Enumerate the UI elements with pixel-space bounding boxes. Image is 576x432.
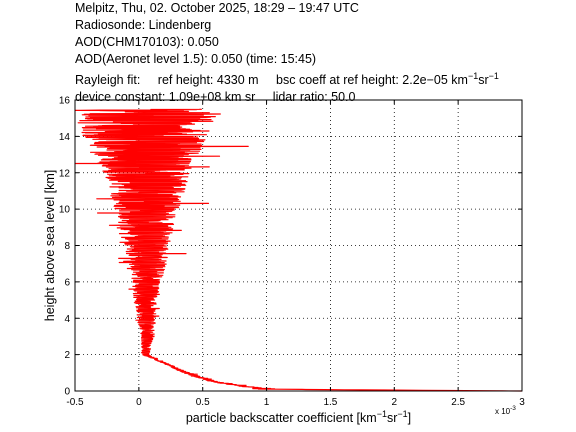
bsc-unit-sr: sr (478, 73, 489, 88)
x-tick-label: -0.5 (66, 397, 84, 408)
series-layer (74, 108, 523, 392)
x-axis-label: particle backscatter coefficient [km−1sr… (186, 409, 411, 425)
bsc-exp2: −1 (488, 71, 499, 81)
x-tick-label: 0 (136, 397, 142, 408)
header-aod-chm: AOD(CHM170103): 0.050 (75, 35, 219, 49)
y-tick-label: 6 (64, 277, 70, 288)
y-tick-label: 14 (59, 132, 71, 143)
y-tick-label: 4 (64, 314, 70, 325)
y-tick-label: 8 (64, 241, 70, 252)
x-tick-label: 1 (264, 397, 270, 408)
x-axis-label-exp1: −1 (377, 409, 387, 419)
y-tick-label: 16 (59, 96, 71, 107)
x-axis-label-exp2: −1 (397, 409, 407, 419)
y-tick-label: 12 (59, 168, 71, 179)
x-axis-multiplier-exp: -3 (510, 405, 516, 412)
lidar-ratio-text: lidar ratio: 50.0 (272, 90, 356, 105)
y-axis-ticks: 0 2 4 6 8 10 12 14 16 (59, 96, 522, 398)
header-radiosonde: Radiosonde: Lindenberg (75, 18, 212, 32)
x-tick-label: 0.5 (196, 397, 210, 408)
header-rayleigh-line: Rayleigh fit: ref height: 4330 m bsc coe… (75, 68, 499, 89)
header-title: Melpitz, Thu, 02. October 2025, 18:29 – … (75, 1, 359, 15)
y-tick-label: 2 (64, 350, 70, 361)
device-constant-text: device constant: 1.09e+08 km sr (75, 90, 256, 105)
backscatter-profile-line (74, 108, 523, 392)
y-tick-label: 0 (64, 387, 70, 398)
ref-height-text: ref height: 4330 m (157, 73, 259, 88)
header-device-line: device constant: 1.09e+08 km sr lidar ra… (75, 89, 499, 106)
x-axis-multiplier-base: x 10 (495, 407, 511, 416)
x-axis-ticks: -0.5 0 0.5 1 1.5 2 2.5 3 (66, 100, 525, 408)
x-axis-label-main: particle backscatter coefficient [km (186, 411, 377, 425)
x-tick-label: 1.5 (323, 397, 337, 408)
bsc-coeff-text: bsc coeff at ref height: 2.2e−05 km (276, 73, 468, 88)
x-tick-label: 2 (392, 397, 398, 408)
x-axis-label-mid: sr (387, 411, 397, 425)
x-tick-label: 2.5 (451, 397, 465, 408)
y-tick-label: 10 (59, 205, 71, 216)
rayleigh-label: Rayleigh fit: (75, 73, 141, 88)
bsc-exp1: −1 (467, 71, 479, 81)
x-tick-label: 3 (519, 397, 525, 408)
x-axis-multiplier: x 10-3 (495, 405, 516, 416)
chart-header: Melpitz, Thu, 02. October 2025, 18:29 – … (75, 0, 499, 106)
x-axis-label-end: ] (408, 411, 411, 425)
header-aod-aeronet: AOD(Aeronet level 1.5): 0.050 (time: 15:… (75, 52, 317, 66)
y-axis-label: height above sea level [km] (43, 170, 57, 321)
